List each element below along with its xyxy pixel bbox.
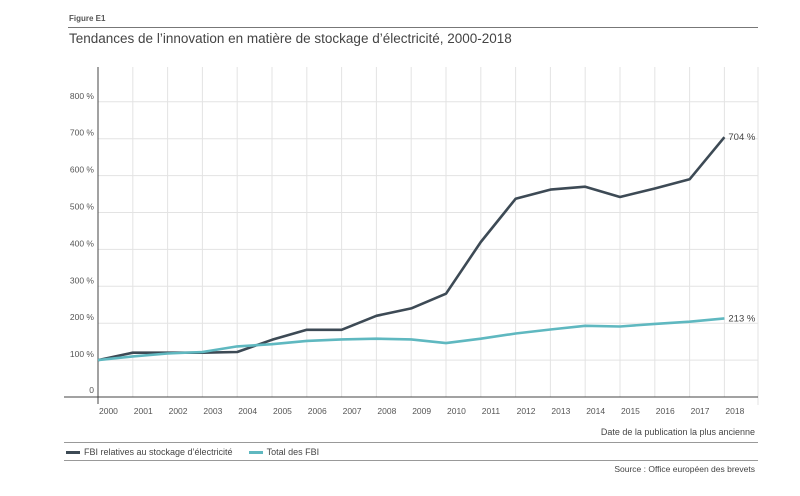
y-tick-label: 500 % xyxy=(70,202,95,212)
end-label-total: 213 % xyxy=(728,313,755,324)
end-label-storage: 704 % xyxy=(728,132,755,143)
x-axis-label: Date de la publication la plus ancienne xyxy=(600,427,755,437)
x-tick-label: 2003 xyxy=(203,406,222,416)
y-tick-label: 800 % xyxy=(70,91,95,101)
legend-item-total: Total des FBI xyxy=(248,447,320,457)
x-tick-label: 2018 xyxy=(725,406,744,416)
x-tick-label: 2007 xyxy=(343,406,362,416)
y-tick-label: 400 % xyxy=(70,238,95,248)
x-tick-label: 2015 xyxy=(621,406,640,416)
x-tick-label: 2006 xyxy=(308,406,327,416)
x-tick-label: 2013 xyxy=(551,406,570,416)
x-tick-label: 2009 xyxy=(412,406,431,416)
x-tick-label: 2004 xyxy=(238,406,257,416)
chart-title: Tendances de l’innovation en matière de … xyxy=(69,31,512,46)
legend-label-total: Total des FBI xyxy=(266,447,320,457)
y-tick-label: 0 xyxy=(89,385,94,395)
x-tick-label: 2000 xyxy=(99,406,118,416)
x-tick-label: 2010 xyxy=(447,406,466,416)
y-tick-label: 200 % xyxy=(70,312,95,322)
x-tick-label: 2008 xyxy=(377,406,396,416)
x-tick-label: 2011 xyxy=(482,406,501,416)
figure-label: Figure E1 xyxy=(69,14,106,23)
legend: FBI relatives au stockage d’électricité … xyxy=(66,447,329,457)
top-rule xyxy=(68,27,758,28)
y-tick-label: 100 % xyxy=(70,349,95,359)
legend-label-storage: FBI relatives au stockage d’électricité xyxy=(84,447,233,457)
legend-swatch-total xyxy=(248,450,263,454)
legend-item-storage: FBI relatives au stockage d’électricité xyxy=(66,447,233,457)
x-tick-label: 2001 xyxy=(134,406,153,416)
legend-bottom-rule xyxy=(64,460,758,461)
x-tick-label: 2017 xyxy=(691,406,710,416)
source-note: Source : Office européen des brevets xyxy=(614,464,755,474)
x-tick-label: 2014 xyxy=(586,406,605,416)
x-tick-label: 2005 xyxy=(273,406,292,416)
y-tick-label: 600 % xyxy=(70,165,95,175)
x-tick-label: 2012 xyxy=(517,406,536,416)
y-tick-label: 700 % xyxy=(70,128,95,138)
x-tick-label: 2016 xyxy=(656,406,675,416)
legend-top-rule xyxy=(64,442,758,443)
x-tick-label: 2002 xyxy=(169,406,188,416)
legend-swatch-storage xyxy=(66,450,80,454)
y-tick-label: 300 % xyxy=(70,275,95,285)
